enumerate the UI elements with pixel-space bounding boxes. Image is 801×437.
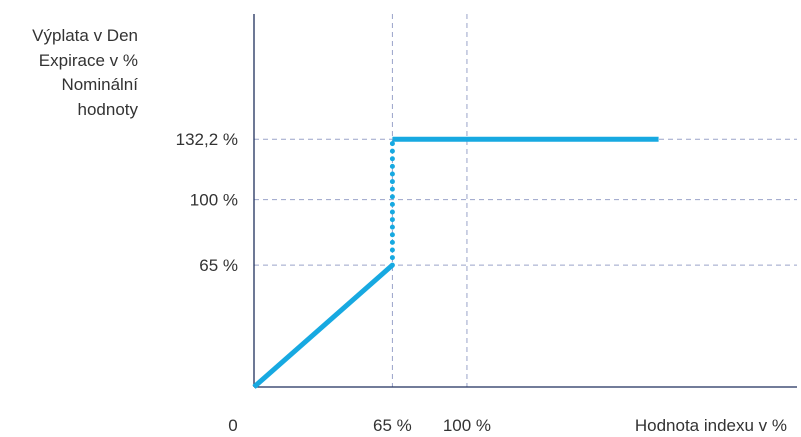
y-axis-title-line-4: hodnoty [77,99,139,119]
grid-lines [254,14,797,387]
axis-labels: 0 Hodnota indexu v % 65 % 100 % 132,2 % 65 … [176,130,787,435]
x-tick-label-0: 65 % [373,416,412,435]
x-tick-label-1: 100 % [443,416,491,435]
y-axis-title-line-3: Nominální [61,75,138,94]
x-axis-title: Hodnota indexu v % [635,416,787,435]
axes [253,14,797,388]
y-axis-title-line-1: Výplata v Den [32,26,138,45]
payoff-series [252,136,659,389]
y-tick-label-0: 65 % [199,256,238,275]
y-axis-title-line-2: Expirace v % [38,50,138,70]
y-axis-title: Výplata v Den Expirace v % Nominální hod… [4,24,138,122]
y-tick-label-2: 132,2 % [176,130,238,149]
y-tick-label-1: 100 % [190,191,238,210]
origin-label: 0 [228,416,237,435]
series-segment-linear [252,263,395,389]
